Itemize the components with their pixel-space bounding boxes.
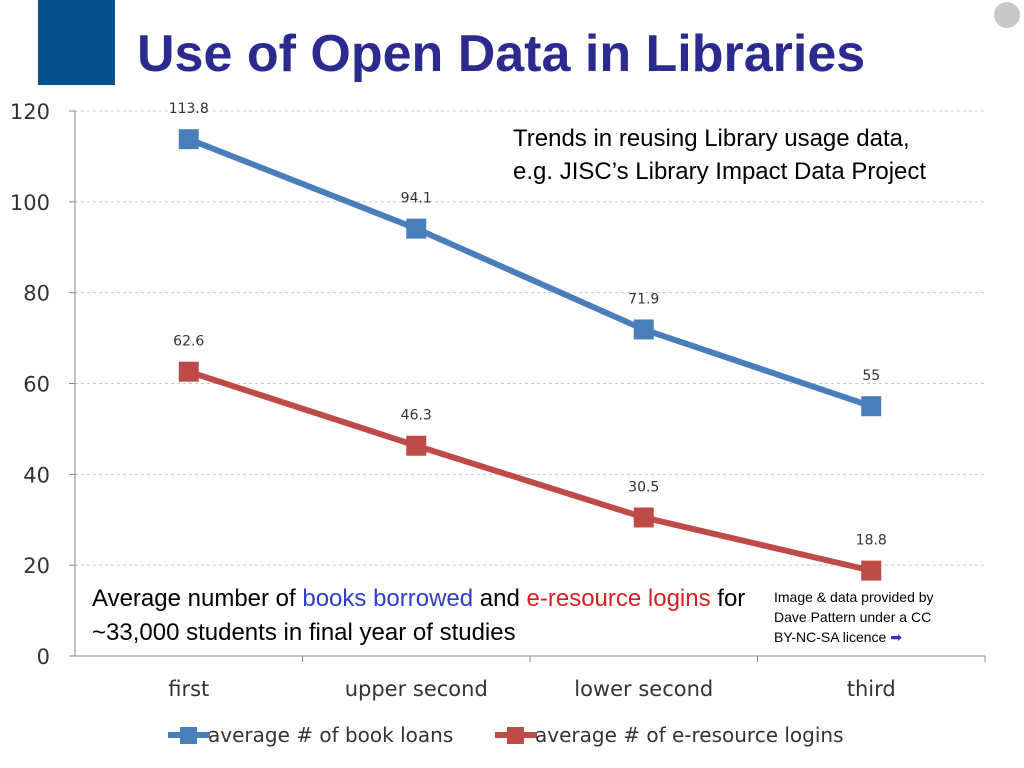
y-tick-label: 60 [23,373,50,397]
caption-and: and [473,585,527,612]
x-tick-label: first [168,677,209,701]
caption-eresource: e-resource logins [526,585,711,612]
legend-marker [507,727,524,744]
arrow-right-icon[interactable]: ➡ [890,629,902,645]
data-label: 30.5 [628,479,659,495]
credit-line-3-row: BY-NC-SA licence ➡ [774,627,934,647]
caption-rest: for ~33,000 students in final year of st… [92,585,746,646]
y-tick-label: 0 [37,645,50,669]
page-title: Use of Open Data in Libraries [137,25,866,83]
caption-books: books borrowed [302,585,474,612]
data-point [861,560,882,581]
trend-line-1: Trends in reusing Library usage data, [513,125,910,152]
credit-note: Image & data provided by Dave Pattern un… [774,587,934,647]
chart-caption: Average number of books borrowed and e-r… [92,582,752,650]
data-point [633,319,654,340]
data-label: 113.8 [169,101,209,117]
trend-note: Trends in reusing Library usage data, e.… [513,122,926,188]
caption-text: Average number of [92,585,303,612]
slide-corner-dot [994,2,1020,28]
data-label: 46.3 [401,408,432,424]
data-label: 94.1 [401,191,432,207]
x-tick-label: upper second [345,677,488,701]
data-point [861,396,882,417]
data-point [178,129,199,150]
title-accent-block [38,0,115,85]
x-tick-label: lower second [574,677,713,701]
data-label: 55 [862,368,880,384]
legend-label: average # of e-resource logins [535,723,844,747]
trend-line-2: e.g. JISC’s Library Impact Data Project [513,158,927,185]
credit-line-1: Image & data provided by [774,589,934,605]
data-label: 18.8 [856,533,887,549]
series-line-1 [187,368,872,574]
y-tick-label: 80 [23,282,50,306]
data-point [633,507,654,528]
legend-label: average # of book loans [208,723,453,747]
y-tick-label: 20 [23,554,50,578]
data-label: 71.9 [628,291,659,307]
series-line-0 [187,136,873,410]
legend-marker [180,727,197,744]
data-point [178,361,199,382]
y-tick-label: 120 [10,100,50,124]
data-point [406,218,427,239]
x-tick-label: third [847,677,896,701]
credit-line-2: Dave Pattern under a CC [774,609,932,625]
y-tick-label: 100 [10,191,50,215]
data-point [406,435,427,456]
y-tick-label: 40 [23,463,50,487]
credit-line-3: BY-NC-SA licence [774,629,887,645]
data-label: 62.6 [173,334,204,350]
